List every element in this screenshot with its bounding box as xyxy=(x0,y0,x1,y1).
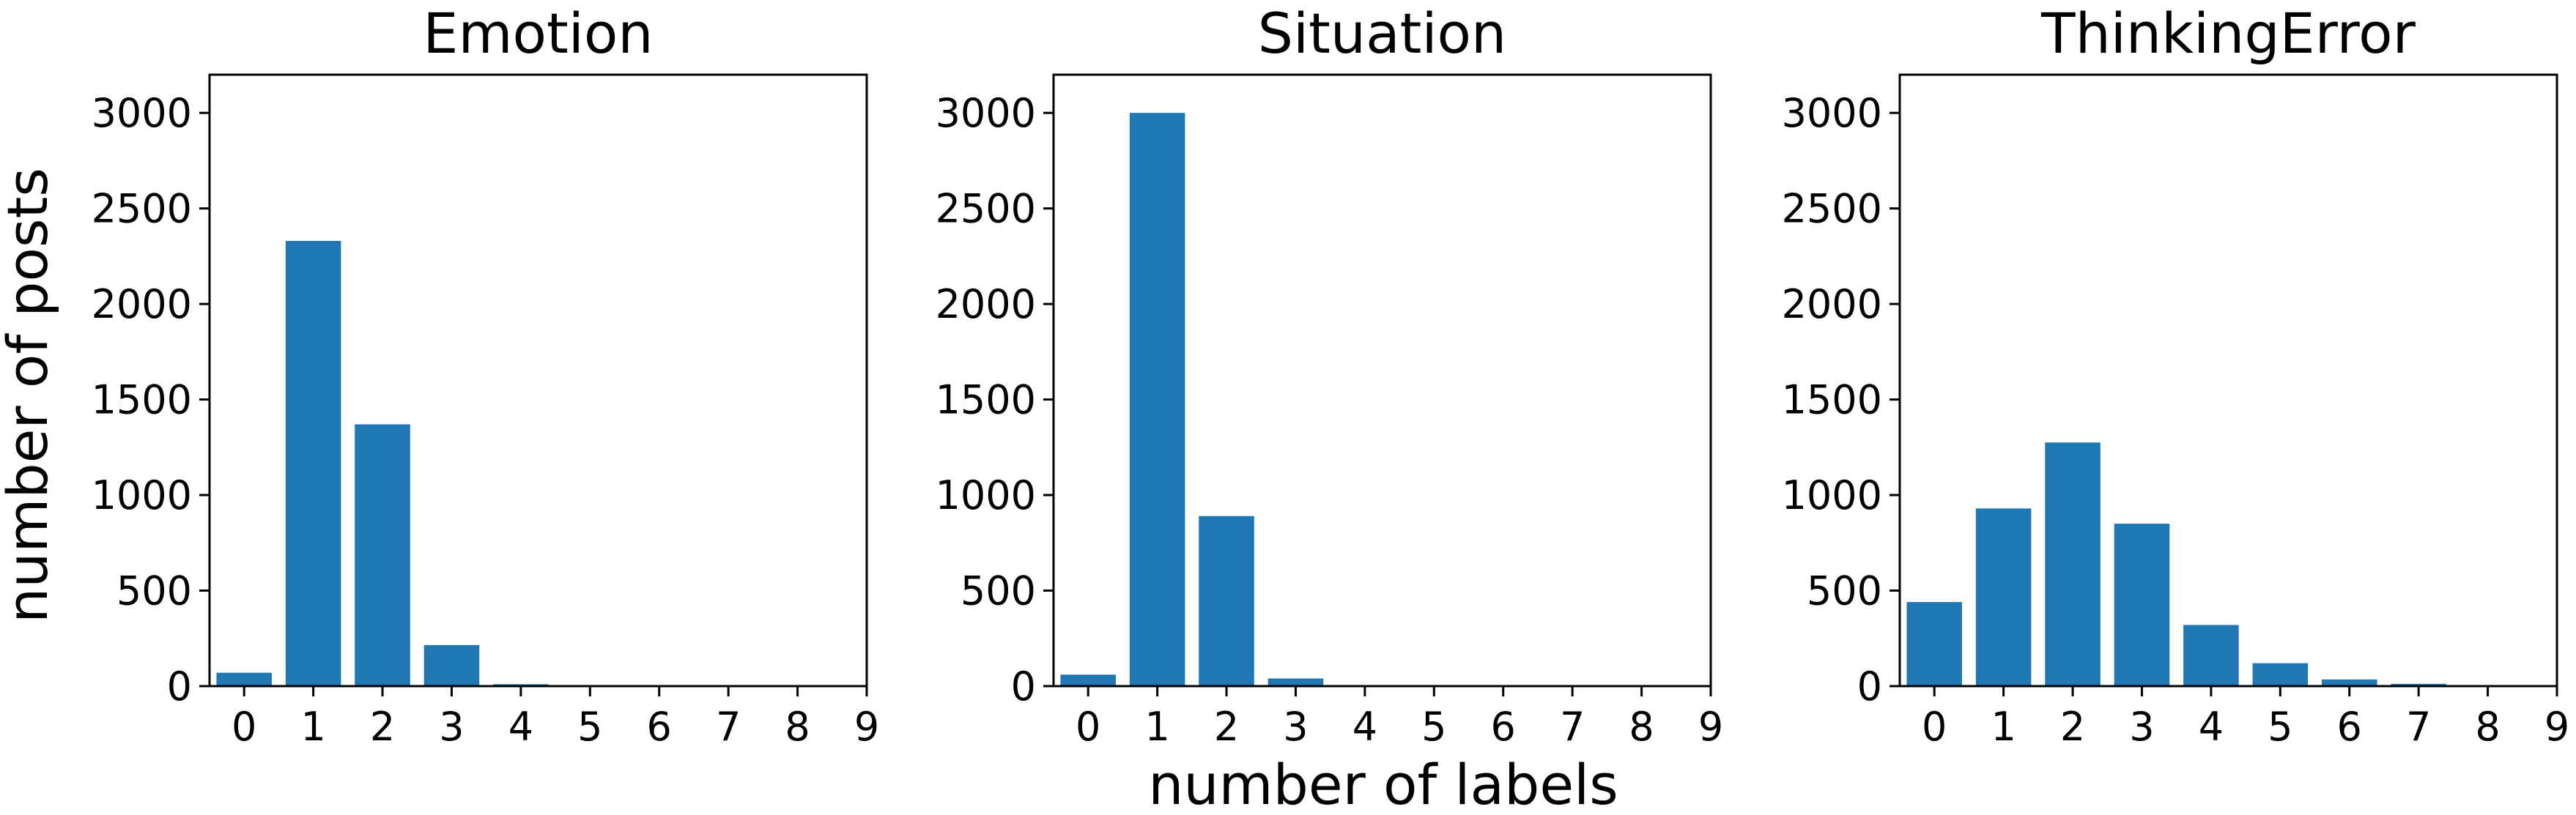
y-tick-label: 3000 xyxy=(92,90,192,136)
chart-title: ThinkingError xyxy=(2040,1,2416,66)
bar-5 xyxy=(2252,663,2309,686)
y-tick-label: 1000 xyxy=(92,472,192,518)
x-tick-label: 7 xyxy=(716,704,741,750)
x-tick-label: 5 xyxy=(1421,704,1446,750)
y-tick-label: 1000 xyxy=(936,472,1036,518)
bar-3 xyxy=(2114,524,2170,686)
bar-1 xyxy=(285,241,341,686)
x-tick-label: 0 xyxy=(232,704,256,750)
y-tick-label: 1500 xyxy=(92,377,192,423)
y-tick-label: 500 xyxy=(1807,568,1882,614)
y-tick-label: 1500 xyxy=(936,377,1036,423)
bar-3 xyxy=(1267,678,1324,686)
x-tick-label: 3 xyxy=(439,704,464,750)
x-tick-label: 8 xyxy=(1629,704,1654,750)
axes-frame xyxy=(1898,73,2558,688)
bar-6 xyxy=(2321,679,2377,686)
x-tick-label: 6 xyxy=(1491,704,1516,750)
y-tick-label: 3000 xyxy=(936,90,1036,136)
y-axis-label: number of posts xyxy=(0,168,60,623)
bar-2 xyxy=(355,424,410,686)
y-tick-label: 2500 xyxy=(936,186,1036,232)
bar-2 xyxy=(1199,516,1254,686)
x-tick-label: 6 xyxy=(2337,704,2362,750)
x-tick-label: 7 xyxy=(1560,704,1585,750)
y-tick-label: 0 xyxy=(1857,663,1882,710)
y-tick-label: 2500 xyxy=(1782,186,1882,232)
x-tick-label: 9 xyxy=(2544,704,2569,750)
x-tick-label: 1 xyxy=(1991,704,2016,750)
y-tick-label: 0 xyxy=(167,663,192,710)
x-tick-label: 3 xyxy=(2129,704,2154,750)
bar-1 xyxy=(1129,113,1185,686)
x-tick-label: 2 xyxy=(1214,704,1239,750)
x-axis-label: number of labels xyxy=(1148,752,1618,815)
x-tick-label: 4 xyxy=(1352,704,1377,750)
x-tick-label: 1 xyxy=(1144,704,1169,750)
y-tick-label: 1000 xyxy=(1782,472,1882,518)
bar-1 xyxy=(1975,508,2032,686)
y-tick-label: 2000 xyxy=(936,281,1036,327)
bar-0 xyxy=(216,672,272,686)
x-tick-label: 2 xyxy=(370,704,395,750)
x-tick-label: 5 xyxy=(2268,704,2292,750)
x-tick-label: 0 xyxy=(1076,704,1100,750)
bar-7 xyxy=(2391,683,2446,686)
x-tick-label: 3 xyxy=(1283,704,1308,750)
x-tick-label: 4 xyxy=(2199,704,2224,750)
x-tick-label: 2 xyxy=(2060,704,2085,750)
x-tick-label: 9 xyxy=(1698,704,1723,750)
x-tick-label: 8 xyxy=(2475,704,2500,750)
x-tick-label: 4 xyxy=(508,704,533,750)
bar-2 xyxy=(2045,442,2101,686)
axes-frame xyxy=(1052,73,1712,688)
bar-3 xyxy=(423,644,480,686)
x-tick-label: 0 xyxy=(1922,704,1947,750)
x-tick-label: 9 xyxy=(854,704,879,750)
bar-4 xyxy=(2183,625,2239,686)
y-tick-label: 2000 xyxy=(1782,281,1882,327)
y-tick-label: 500 xyxy=(961,568,1036,614)
x-tick-label: 8 xyxy=(785,704,810,750)
y-tick-label: 2000 xyxy=(92,281,192,327)
x-tick-label: 7 xyxy=(2406,704,2431,750)
y-tick-label: 500 xyxy=(116,568,192,614)
bar-0 xyxy=(1060,674,1116,686)
chart-title: Emotion xyxy=(423,1,653,66)
chart-title: Situation xyxy=(1258,1,1506,66)
y-tick-label: 3000 xyxy=(1782,90,1882,136)
y-tick-label: 0 xyxy=(1011,663,1036,710)
bar-0 xyxy=(1906,602,1962,686)
y-tick-label: 2500 xyxy=(92,186,192,232)
axes-frame xyxy=(208,73,868,688)
x-tick-label: 5 xyxy=(577,704,602,750)
y-tick-label: 1500 xyxy=(1782,377,1882,423)
x-tick-label: 1 xyxy=(300,704,325,750)
x-tick-label: 6 xyxy=(647,704,672,750)
